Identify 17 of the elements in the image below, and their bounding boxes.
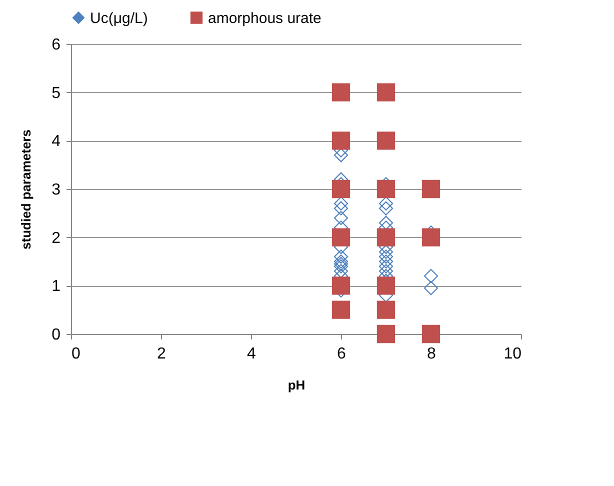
y-tick-label: 3: [52, 182, 61, 198]
x-tick-label: 8: [427, 346, 436, 362]
y-tick-label: 0: [52, 326, 61, 344]
x-tick-label: 6: [337, 346, 346, 362]
x-tick-label: 4: [247, 346, 256, 362]
y-tick-label: 2: [52, 230, 61, 247]
y-tick-label: 6: [52, 36, 61, 54]
y-axis-title: studied parameters: [18, 130, 34, 250]
y-tick-label: 1: [52, 278, 61, 296]
legend-label: Uc(μg/L): [90, 10, 148, 27]
x-axis-title: pH: [288, 378, 306, 392]
x-tick-label: 2: [157, 346, 166, 362]
x-tick-label: 10: [504, 346, 522, 362]
x-tick-label: 0: [72, 346, 80, 362]
y-tick-label: 4: [52, 133, 61, 150]
legend-label: amorphous urate: [208, 10, 322, 27]
y-tick-label: 5: [52, 84, 61, 102]
